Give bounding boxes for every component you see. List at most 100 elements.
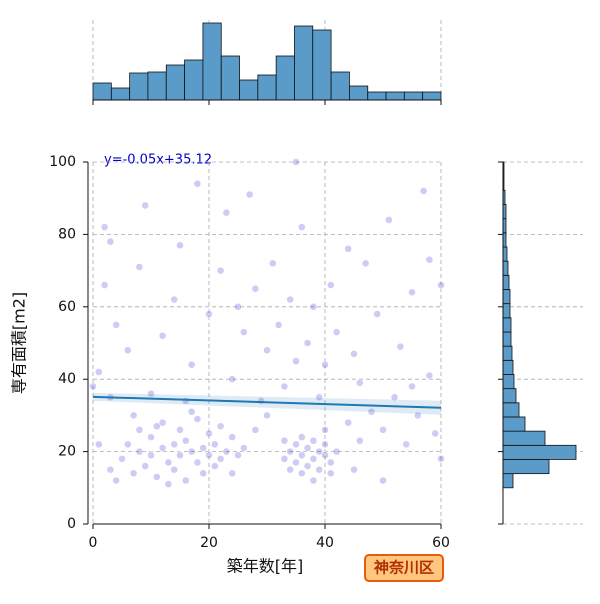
scatter-point bbox=[309, 476, 318, 485]
scatter-point bbox=[240, 444, 248, 452]
scatter-point bbox=[129, 469, 138, 478]
scatter-point bbox=[176, 241, 184, 250]
top-hist-bar bbox=[147, 71, 167, 101]
x-tick-label: 20 bbox=[200, 535, 218, 551]
scatter-point bbox=[199, 469, 207, 478]
top-hist-bar bbox=[385, 91, 405, 101]
scatter-point bbox=[228, 375, 236, 383]
scatter-point bbox=[315, 465, 323, 474]
scatter-point bbox=[298, 433, 306, 441]
scatter-point bbox=[356, 379, 364, 387]
scatter-point bbox=[286, 465, 294, 474]
scatter-point bbox=[170, 295, 178, 304]
scatter-point bbox=[187, 408, 196, 416]
scatter-point bbox=[147, 451, 155, 459]
top-hist-bar bbox=[422, 91, 442, 101]
scatter-point bbox=[158, 332, 167, 340]
scatter-point bbox=[298, 451, 306, 459]
scatter-point bbox=[234, 303, 242, 311]
scatter-point bbox=[124, 346, 132, 354]
scatter-point bbox=[332, 447, 341, 456]
scatter-point bbox=[315, 447, 323, 456]
scatter-point bbox=[153, 473, 161, 481]
top-hist-bar bbox=[294, 25, 314, 101]
scatter-point bbox=[240, 328, 248, 336]
scatter-point bbox=[298, 223, 306, 231]
scatter-point bbox=[211, 462, 219, 470]
scatter-point bbox=[327, 458, 335, 467]
y-tick-label: 20 bbox=[58, 444, 76, 460]
scatter-point bbox=[112, 476, 120, 485]
right-hist-bar bbox=[502, 289, 511, 305]
right-hist-bar bbox=[502, 374, 515, 390]
scatter-point bbox=[228, 433, 236, 441]
top-hist-bar bbox=[92, 82, 112, 101]
scatter-point bbox=[147, 433, 155, 441]
top-hist-bar bbox=[257, 74, 277, 101]
scatter-point bbox=[408, 288, 416, 297]
scatter-point bbox=[234, 451, 242, 459]
scatter-point bbox=[141, 201, 149, 210]
right-hist-bar bbox=[502, 246, 508, 262]
scatter-point bbox=[199, 444, 207, 452]
scatter-point bbox=[106, 237, 115, 246]
scatter-point bbox=[193, 179, 202, 188]
scatter-point bbox=[379, 476, 387, 485]
scatter-point bbox=[344, 245, 352, 253]
scatter-point bbox=[95, 368, 103, 376]
scatter-point bbox=[176, 451, 184, 459]
right-hist-bar bbox=[502, 260, 509, 276]
scatter-point bbox=[182, 476, 190, 485]
scatter-point bbox=[187, 360, 196, 369]
regression-equation: y=-0.05x+35.12 bbox=[104, 153, 212, 168]
scatter-point bbox=[245, 190, 254, 199]
scatter-point bbox=[408, 382, 416, 391]
right-hist-bar bbox=[502, 359, 514, 375]
y-tick-label: 100 bbox=[49, 154, 76, 170]
scatter-point bbox=[437, 455, 445, 463]
scatter-point bbox=[350, 350, 358, 358]
scatter-point bbox=[193, 415, 202, 423]
scatter-point bbox=[292, 458, 300, 467]
scatter-point bbox=[216, 422, 225, 431]
scatter-point bbox=[263, 346, 271, 354]
scatter-point bbox=[396, 342, 405, 351]
scatter-point bbox=[95, 440, 103, 449]
right-hist-bar bbox=[502, 459, 550, 475]
x-axis-label: 築年数[年] bbox=[227, 557, 304, 576]
scatter-point bbox=[176, 426, 184, 434]
right-hist-bar bbox=[502, 402, 520, 418]
y-axis-label: 専有面積[m2] bbox=[10, 292, 29, 394]
scatter-point bbox=[187, 447, 196, 456]
regression-line bbox=[92, 395, 442, 409]
right-hist-bar bbox=[502, 388, 517, 404]
scatter-point bbox=[222, 208, 231, 217]
scatter-point bbox=[379, 426, 387, 434]
scatter-point bbox=[251, 284, 260, 293]
scatter-point bbox=[211, 440, 219, 449]
top-hist-bar bbox=[220, 55, 240, 101]
scatter-point bbox=[193, 458, 202, 467]
scatter-point bbox=[129, 411, 138, 420]
scatter-point bbox=[124, 440, 132, 449]
scatter-point bbox=[263, 411, 271, 420]
scatter-point bbox=[414, 411, 422, 420]
scatter-point bbox=[280, 436, 289, 445]
region-badge bbox=[364, 554, 444, 582]
scatter-point bbox=[390, 393, 399, 402]
scatter-point bbox=[303, 462, 312, 470]
right-hist-bar bbox=[502, 317, 512, 333]
scatter-point bbox=[280, 455, 289, 463]
scatter-point bbox=[205, 451, 213, 459]
top-hist-bar bbox=[403, 91, 424, 101]
scatter-point bbox=[100, 281, 109, 289]
scatter-point bbox=[158, 444, 167, 452]
x-tick-label: 0 bbox=[89, 535, 98, 551]
scatter-point bbox=[170, 440, 178, 449]
scatter-point bbox=[205, 429, 213, 438]
scatter-point bbox=[106, 465, 115, 474]
scatter-point bbox=[298, 469, 306, 478]
scatter-point bbox=[205, 310, 213, 318]
y-tick-label: 0 bbox=[67, 516, 76, 532]
